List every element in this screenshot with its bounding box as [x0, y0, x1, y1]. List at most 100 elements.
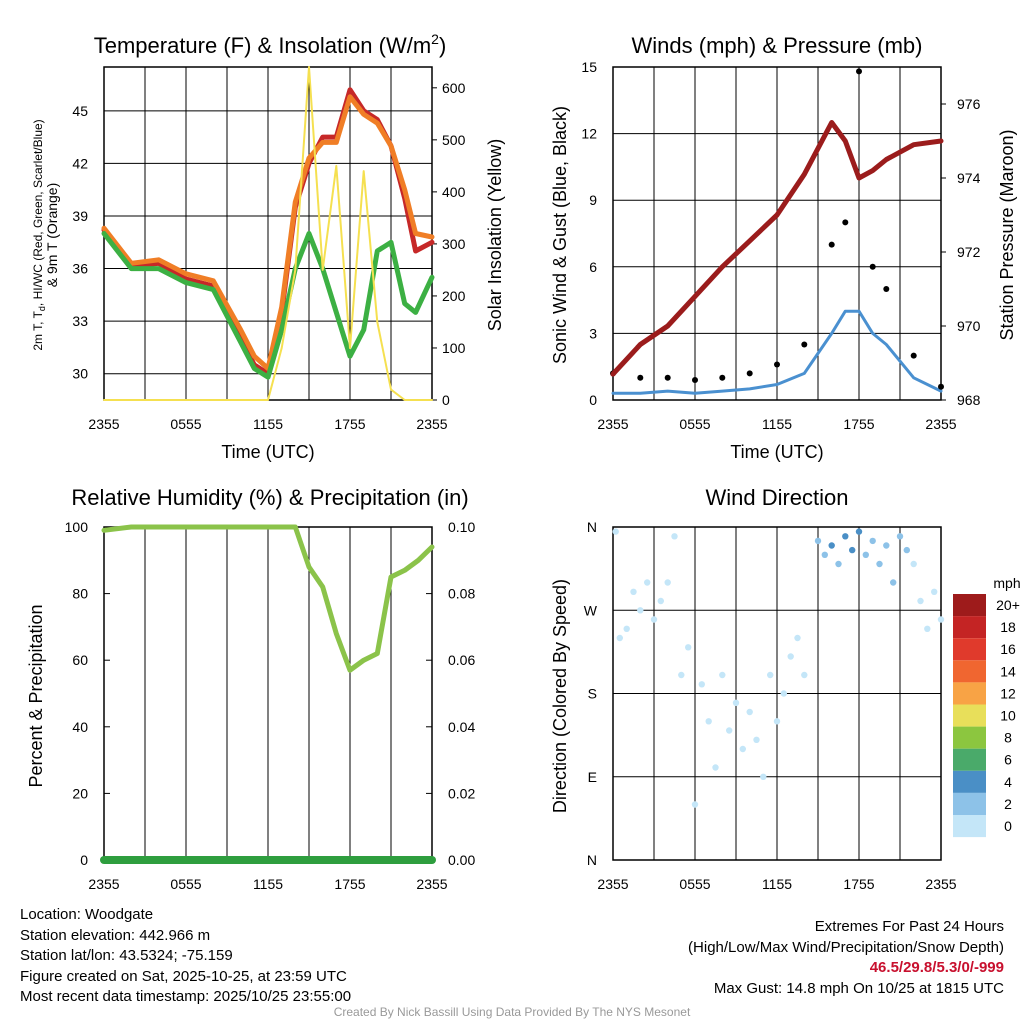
- y-tick-label: 33: [72, 313, 88, 329]
- gust-point: [869, 263, 876, 270]
- y-tick-label: 45: [72, 103, 88, 119]
- colorbar-label: 4: [1004, 774, 1012, 790]
- y2-tick-label: 968: [957, 392, 981, 408]
- y2-tick-label: 0.06: [448, 652, 475, 668]
- direction-point: [698, 681, 705, 688]
- y-tick-label: 60: [72, 652, 88, 668]
- y2-tick-label: 0.08: [448, 586, 475, 602]
- y2-tick-label: 0.02: [448, 785, 475, 801]
- direction-point: [780, 690, 787, 697]
- y-axis-title-line1: 2m T, Td, HI/WC (Red, Green, Scarlet/Blu…: [31, 119, 47, 350]
- station-location: Location: Woodgate: [20, 906, 154, 923]
- y-axis-title: Sonic Wind & Gust (Blue, Black): [550, 106, 570, 364]
- colorbar-label: 12: [1000, 685, 1016, 701]
- y-tick-label: 12: [581, 126, 597, 142]
- x-tick-label: 2355: [416, 416, 447, 432]
- colorbar-swatch: [953, 616, 986, 639]
- x-tick-label: 1755: [843, 876, 874, 892]
- y2-tick-label: 0.10: [448, 519, 475, 535]
- y-axis-title-tail: , HI/WC (Red, Green, Scarlet/Blue): [31, 119, 45, 306]
- direction-point: [842, 533, 849, 540]
- max-gust: Max Gust: 14.8 mph On 10/25 at 1815 UTC: [713, 979, 1004, 997]
- extremes-values: 46.5/29.8/5.3/0/-999: [869, 959, 1004, 976]
- chart-title: Temperature (F) & Insolation (W/m2): [94, 31, 447, 58]
- direction-point: [726, 727, 733, 734]
- y2-tick-label: 0.04: [448, 719, 475, 735]
- y-tick-label: 80: [72, 586, 88, 602]
- y-tick-label: N: [587, 852, 597, 868]
- x-tick-label: 1755: [334, 876, 365, 892]
- direction-point: [821, 551, 828, 558]
- direction-point: [890, 579, 897, 586]
- direction-point: [917, 597, 924, 605]
- extremes-title: Extremes For Past 24 Hours: [814, 918, 1004, 935]
- y2-tick-label: 974: [957, 170, 981, 186]
- y2-tick-label: 0.00: [448, 852, 475, 868]
- colorbar-swatch: [953, 792, 986, 815]
- gust-point: [842, 219, 849, 226]
- direction-point: [835, 560, 842, 568]
- credit-line: Created By Nick Bassill Using Data Provi…: [333, 1005, 691, 1019]
- direction-point: [931, 588, 938, 595]
- panel-humidity: 2355 0555 1155 1755 23550204060801000.000.02…: [26, 485, 475, 892]
- direction-point: [828, 542, 835, 549]
- colorbar-label: 8: [1004, 730, 1012, 746]
- y2-tick-label: 100: [442, 340, 466, 356]
- colorbar-label: 14: [1000, 663, 1016, 679]
- colorbar-swatch: [953, 704, 986, 727]
- colorbar-label: 18: [1000, 619, 1016, 635]
- direction-point: [739, 745, 746, 753]
- y-axis-subscript: d: [37, 306, 47, 311]
- colorbar-label: 16: [1000, 641, 1016, 657]
- figure-created: Figure created on Sat, 2025-10-25, at 23…: [20, 967, 347, 985]
- y-tick-label: 39: [72, 208, 88, 224]
- y2-tick-label: 0: [442, 392, 450, 408]
- direction-point: [637, 607, 644, 614]
- colorbar-swatch: [953, 770, 986, 793]
- colorbar-label: 0: [1004, 818, 1012, 834]
- y2-tick-label: 976: [957, 96, 981, 112]
- colorbar-swatch: [953, 726, 986, 749]
- series-relative-humidity: [101, 524, 435, 673]
- direction-point: [849, 546, 856, 554]
- chart-title: Relative Humidity (%) & Precipitation (i…: [71, 485, 468, 510]
- x-tick-label: 2355: [597, 416, 628, 432]
- colorbar-label: 2: [1004, 796, 1012, 812]
- direction-point: [705, 718, 712, 725]
- colorbar-label: 10: [1000, 708, 1016, 724]
- direction-point: [712, 764, 719, 771]
- y-axis-title: Direction (Colored By Speed): [550, 579, 570, 813]
- panel-winds: 2355 0555 1155 1755 235503691215968970972974…: [550, 33, 1017, 462]
- x-axis-title: Time (UTC): [221, 442, 314, 462]
- x-tick-label: 2355: [88, 876, 119, 892]
- y-axis-title: Percent & Precipitation: [26, 604, 46, 787]
- chart-title: Wind Direction: [705, 485, 848, 510]
- station-elevation: Station elevation: 442.966 m: [20, 926, 211, 944]
- station-info: Location: Woodgate Station elevation: 44…: [20, 905, 351, 1008]
- title-superscript: 2: [431, 31, 439, 47]
- direction-point: [671, 533, 678, 540]
- gust-point: [637, 374, 644, 381]
- x-tick-label: 0555: [170, 876, 201, 892]
- gust-point: [910, 352, 917, 359]
- direction-point: [910, 560, 917, 568]
- y2-tick-label: 200: [442, 288, 466, 304]
- gust-point: [664, 374, 671, 381]
- direction-point: [760, 773, 767, 780]
- direction-point: [855, 528, 863, 535]
- y-tick-label: 30: [72, 366, 88, 382]
- x-tick-label: 2355: [88, 416, 119, 432]
- y-tick-label: 0: [589, 392, 597, 408]
- gust-point: [938, 383, 944, 390]
- x-tick-label: 0555: [170, 416, 201, 432]
- x-tick-label: 1155: [253, 876, 283, 892]
- colorbar-title: mph: [993, 575, 1020, 591]
- x-tick-label: 1755: [334, 416, 365, 432]
- direction-point: [691, 801, 699, 808]
- series-station-pressure: [610, 120, 944, 377]
- direction-point: [616, 634, 623, 642]
- direction-point: [630, 588, 637, 595]
- y-axis-title-line2: & 9m T (Orange): [44, 183, 60, 288]
- title-tail: ): [439, 33, 446, 58]
- x-tick-label: 1155: [762, 876, 792, 892]
